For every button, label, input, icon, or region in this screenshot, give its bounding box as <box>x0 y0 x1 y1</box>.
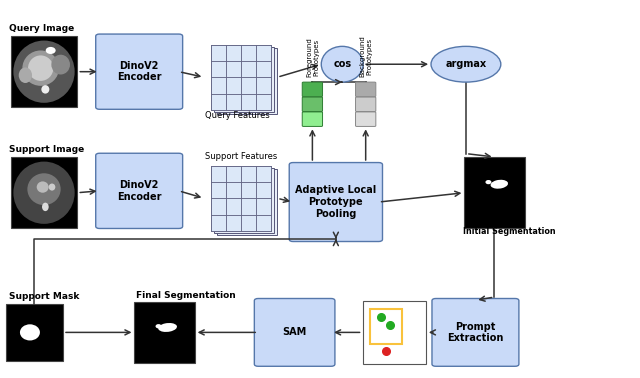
Bar <box>214 167 274 233</box>
Ellipse shape <box>45 47 56 54</box>
Text: DinoV2
Encoder: DinoV2 Encoder <box>117 180 161 201</box>
Ellipse shape <box>51 55 70 74</box>
Text: Background
Prototypes: Background Prototypes <box>359 36 372 77</box>
Bar <box>465 157 525 228</box>
Text: Prompt
Extraction: Prompt Extraction <box>447 322 504 343</box>
Bar <box>241 215 256 231</box>
Ellipse shape <box>490 180 508 189</box>
Ellipse shape <box>156 324 161 328</box>
Bar <box>256 166 271 182</box>
Text: Adaptive Local
Prototype
Pooling: Adaptive Local Prototype Pooling <box>295 186 376 218</box>
Bar <box>214 46 274 112</box>
FancyBboxPatch shape <box>356 82 376 97</box>
Bar <box>362 301 426 364</box>
Bar <box>226 94 241 110</box>
Ellipse shape <box>485 180 492 184</box>
Ellipse shape <box>28 56 53 81</box>
Bar <box>211 94 226 110</box>
Bar <box>226 182 241 198</box>
FancyBboxPatch shape <box>254 299 335 366</box>
Bar <box>241 94 256 110</box>
Text: DinoV2
Encoder: DinoV2 Encoder <box>117 61 161 82</box>
Bar <box>226 166 241 182</box>
Bar <box>241 198 256 215</box>
FancyBboxPatch shape <box>96 153 182 228</box>
Bar <box>241 61 256 77</box>
FancyBboxPatch shape <box>356 112 376 126</box>
Bar <box>241 166 256 182</box>
Text: Final Segmentation: Final Segmentation <box>136 291 236 300</box>
FancyBboxPatch shape <box>432 299 519 366</box>
Text: Support Mask: Support Mask <box>9 292 79 301</box>
Text: SAM: SAM <box>282 327 307 338</box>
Bar <box>211 45 226 61</box>
Text: Support Features: Support Features <box>205 152 276 161</box>
Bar <box>226 45 241 61</box>
Text: Initial Segmentation: Initial Segmentation <box>463 228 556 236</box>
Bar <box>217 169 277 235</box>
FancyBboxPatch shape <box>289 163 383 242</box>
Bar <box>256 215 271 231</box>
FancyBboxPatch shape <box>356 97 376 112</box>
Text: argmax: argmax <box>445 59 486 69</box>
Bar <box>11 36 77 107</box>
Bar <box>256 94 271 110</box>
Bar <box>134 302 195 363</box>
FancyBboxPatch shape <box>302 112 323 126</box>
Bar <box>241 182 256 198</box>
Bar <box>226 198 241 215</box>
Bar <box>256 61 271 77</box>
Bar <box>241 77 256 94</box>
FancyBboxPatch shape <box>302 82 323 97</box>
Ellipse shape <box>22 50 59 86</box>
Bar <box>226 215 241 231</box>
Text: Query Features: Query Features <box>205 111 269 120</box>
Ellipse shape <box>42 203 49 211</box>
Bar <box>11 157 77 228</box>
Ellipse shape <box>13 40 75 103</box>
Bar <box>211 182 226 198</box>
Ellipse shape <box>42 85 49 94</box>
Bar <box>211 198 226 215</box>
Bar <box>211 215 226 231</box>
Text: Foreground
Prototypes: Foreground Prototypes <box>306 37 319 77</box>
Ellipse shape <box>321 46 363 82</box>
Ellipse shape <box>28 173 61 205</box>
Text: Support Image: Support Image <box>9 145 84 154</box>
Ellipse shape <box>13 161 75 224</box>
Bar <box>241 45 256 61</box>
Bar <box>256 77 271 94</box>
Bar <box>211 77 226 94</box>
Bar <box>211 166 226 182</box>
Ellipse shape <box>49 184 55 191</box>
Bar <box>256 198 271 215</box>
Bar <box>256 45 271 61</box>
FancyBboxPatch shape <box>302 97 323 112</box>
Bar <box>211 45 271 110</box>
Text: Query Image: Query Image <box>9 24 74 33</box>
Ellipse shape <box>36 181 49 193</box>
Ellipse shape <box>158 323 177 332</box>
Bar <box>217 48 277 113</box>
Bar <box>211 61 226 77</box>
Ellipse shape <box>20 324 40 341</box>
Text: cos: cos <box>333 59 351 69</box>
Ellipse shape <box>431 46 501 82</box>
FancyBboxPatch shape <box>96 34 182 109</box>
Ellipse shape <box>19 67 32 83</box>
Bar <box>226 77 241 94</box>
Bar <box>256 182 271 198</box>
Bar <box>370 309 402 344</box>
Bar <box>226 61 241 77</box>
Bar <box>211 166 271 231</box>
Bar <box>6 304 63 361</box>
